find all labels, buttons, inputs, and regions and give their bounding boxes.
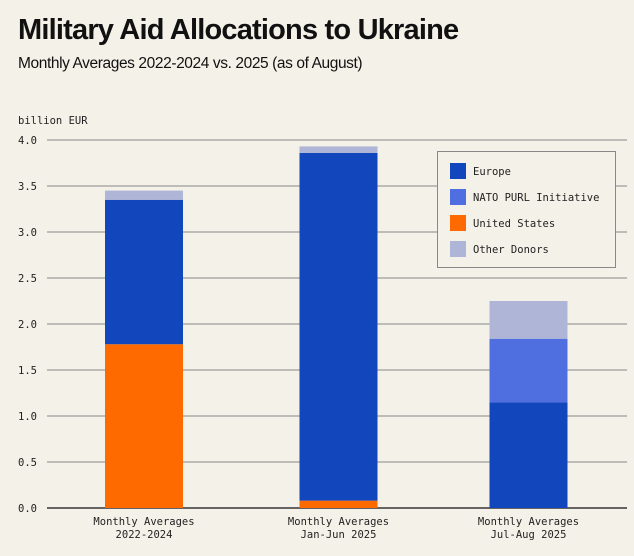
- chart-title: Military Aid Allocations to Ukraine: [18, 14, 459, 46]
- bar-segment-europe: [105, 199, 183, 345]
- bar-segment-united-states: [299, 500, 378, 508]
- y-tick-label: 2.0: [18, 319, 37, 331]
- x-tick-label: 2022-2024: [116, 529, 173, 541]
- bar-segment-europe: [299, 152, 378, 501]
- legend-label: NATO PURL Initiative: [473, 192, 599, 204]
- legend-box: [437, 151, 616, 268]
- legend-swatch: [450, 215, 466, 231]
- y-axis-label: billion EUR: [18, 115, 88, 127]
- y-tick-label: 1.5: [18, 365, 37, 377]
- x-tick-label: Monthly Averages: [288, 516, 389, 528]
- legend-swatch: [450, 163, 466, 179]
- legend-label: Other Donors: [473, 244, 549, 256]
- y-tick-label: 0.0: [18, 503, 37, 515]
- x-tick-label: Jan-Jun 2025: [301, 529, 377, 541]
- bar-segment-europe: [489, 402, 568, 508]
- y-tick-label: 0.5: [18, 457, 37, 469]
- x-tick-label: Jul-Aug 2025: [491, 529, 567, 541]
- bar-segment-other-donors: [489, 301, 568, 339]
- y-tick-label: 3.5: [18, 181, 37, 193]
- legend-label: United States: [473, 218, 555, 230]
- x-tick-label: Monthly Averages: [478, 516, 579, 528]
- chart-subtitle: Monthly Averages 2022-2024 vs. 2025 (as …: [18, 55, 363, 72]
- y-tick-label: 4.0: [18, 135, 37, 147]
- legend-swatch: [450, 189, 466, 205]
- y-tick-label: 3.0: [18, 227, 37, 239]
- legend-swatch: [450, 241, 466, 257]
- bar-segment-nato-purl-initiative: [489, 338, 568, 403]
- legend-label: Europe: [473, 166, 511, 178]
- bar-segment-united-states: [105, 344, 183, 508]
- bar-segment-other-donors: [299, 146, 378, 153]
- y-tick-label: 2.5: [18, 273, 37, 285]
- y-tick-label: 1.0: [18, 411, 37, 423]
- x-tick-label: Monthly Averages: [93, 516, 194, 528]
- bar-segment-other-donors: [105, 190, 183, 200]
